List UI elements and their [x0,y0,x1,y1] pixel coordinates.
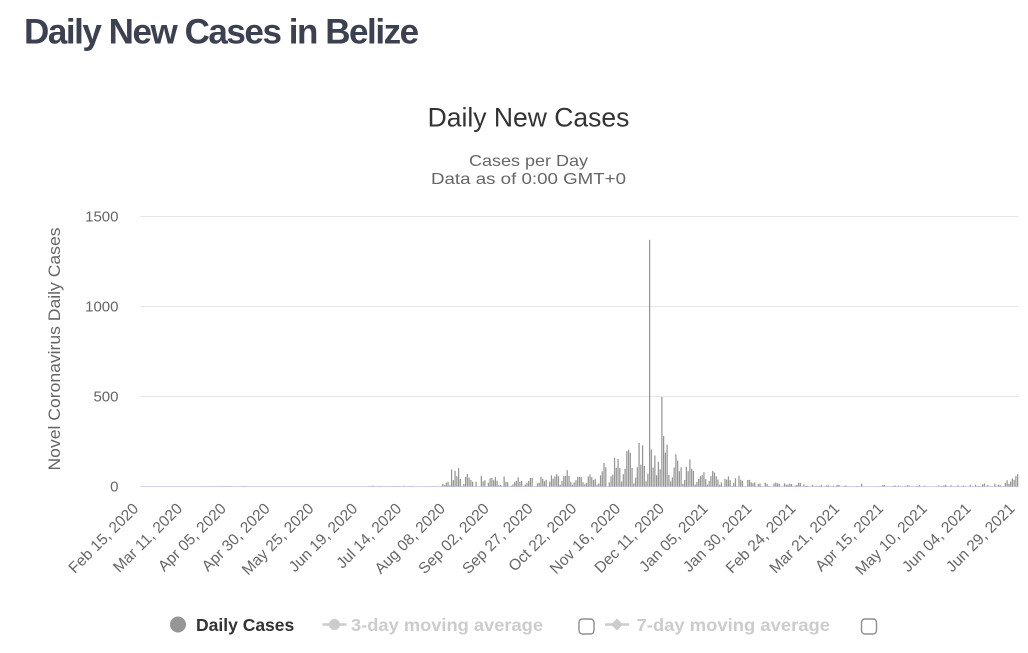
svg-text:1000: 1000 [85,299,118,316]
svg-text:7-day moving average: 7-day moving average [637,615,831,635]
svg-text:Daily Cases: Daily Cases [196,615,295,635]
svg-text:Novel Coronavirus Daily Cases: Novel Coronavirus Daily Cases [46,228,64,471]
svg-text:Data as of 0:00 GMT+0: Data as of 0:00 GMT+0 [431,171,626,188]
svg-text:1500: 1500 [85,209,118,226]
svg-text:0: 0 [110,479,118,496]
svg-text:500: 500 [93,389,118,406]
svg-text:Daily New Cases: Daily New Cases [428,103,630,133]
svg-text:3-day moving average: 3-day moving average [351,615,543,635]
svg-text:Daily New Cases in Belize: Daily New Cases in Belize [24,13,419,52]
svg-text:Cases per Day: Cases per Day [469,153,588,170]
